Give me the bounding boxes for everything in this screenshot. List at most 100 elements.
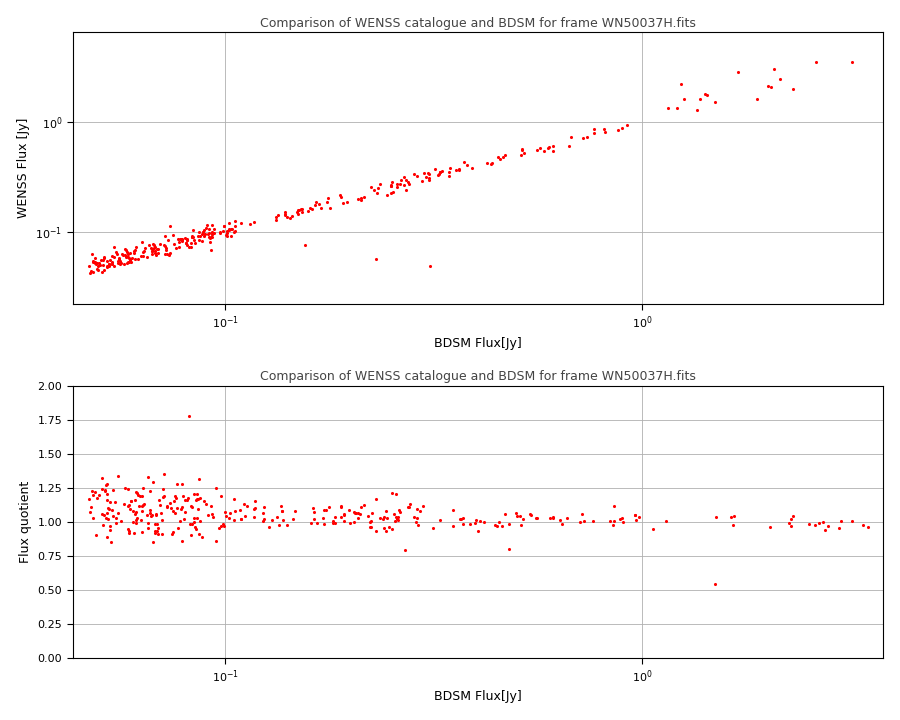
Point	[203, 231, 218, 243]
Point	[402, 178, 417, 189]
Point	[480, 157, 494, 168]
Point	[146, 476, 160, 487]
Point	[433, 514, 447, 526]
Point	[708, 579, 723, 590]
Point	[391, 513, 405, 524]
Point	[129, 506, 143, 518]
Point	[191, 230, 205, 241]
Point	[786, 510, 800, 521]
Point	[100, 478, 114, 490]
Point	[428, 163, 442, 175]
Point	[291, 204, 305, 216]
Point	[277, 206, 292, 217]
Point	[524, 509, 538, 521]
Point	[122, 253, 136, 264]
Point	[508, 508, 523, 519]
Point	[262, 521, 276, 532]
Point	[122, 526, 137, 537]
Point	[202, 233, 217, 244]
Point	[103, 524, 117, 536]
Point	[190, 513, 204, 524]
Point	[205, 231, 220, 243]
Point	[587, 127, 601, 139]
Point	[111, 508, 125, 519]
Point	[349, 507, 364, 518]
Point	[454, 513, 468, 525]
Point	[192, 227, 206, 238]
Point	[340, 197, 355, 208]
Point	[166, 505, 181, 516]
Point	[392, 505, 406, 516]
Point	[192, 528, 206, 540]
Point	[97, 252, 112, 264]
Point	[473, 516, 488, 527]
Point	[111, 256, 125, 267]
Point	[333, 189, 347, 201]
Point	[141, 239, 156, 251]
Point	[117, 258, 131, 270]
X-axis label: BDSM Flux[Jy]: BDSM Flux[Jy]	[434, 690, 522, 703]
Point	[277, 209, 292, 220]
Point	[515, 145, 529, 156]
Point	[153, 499, 167, 510]
Point	[188, 494, 202, 505]
Point	[357, 191, 372, 202]
Point	[175, 233, 189, 245]
Point	[155, 515, 169, 526]
Title: Comparison of WENSS catalogue and BDSM for frame WN50037H.fits: Comparison of WENSS catalogue and BDSM f…	[260, 370, 696, 384]
Point	[619, 120, 634, 131]
Point	[91, 257, 105, 269]
Point	[119, 250, 133, 261]
Point	[407, 168, 421, 179]
Point	[87, 256, 102, 268]
Point	[86, 266, 101, 278]
Point	[148, 247, 162, 258]
Point	[310, 518, 324, 529]
Point	[377, 522, 392, 534]
Point	[125, 505, 140, 516]
Point	[164, 503, 178, 514]
Point	[159, 243, 174, 254]
Point	[320, 197, 335, 208]
Point	[158, 240, 172, 252]
Point	[469, 515, 483, 526]
Point	[809, 56, 824, 68]
Point	[818, 524, 832, 536]
Point	[364, 516, 379, 527]
Point	[112, 256, 127, 267]
Point	[833, 516, 848, 527]
Point	[369, 493, 383, 505]
Point	[141, 472, 156, 483]
Point	[498, 508, 512, 520]
Point	[102, 258, 116, 270]
Point	[576, 132, 590, 143]
Point	[86, 489, 100, 500]
Point	[491, 521, 505, 532]
Point	[543, 512, 557, 523]
Point	[149, 518, 164, 530]
Point	[515, 143, 529, 155]
Point	[96, 519, 111, 531]
Point	[426, 522, 440, 534]
Point	[151, 247, 166, 258]
Point	[294, 204, 309, 215]
Point	[130, 241, 144, 253]
Point	[98, 485, 112, 497]
Point	[484, 158, 499, 170]
Point	[322, 501, 337, 513]
Point	[338, 508, 352, 520]
Point	[216, 225, 230, 237]
Point	[194, 228, 209, 240]
Point	[346, 517, 361, 528]
Point	[184, 529, 198, 541]
Point	[136, 499, 150, 510]
Point	[616, 516, 630, 528]
Point	[307, 506, 321, 518]
Point	[187, 516, 202, 528]
Point	[512, 510, 526, 522]
Point	[172, 237, 186, 248]
Point	[401, 501, 416, 513]
Point	[845, 56, 859, 68]
Point	[628, 509, 643, 521]
Point	[265, 514, 279, 526]
